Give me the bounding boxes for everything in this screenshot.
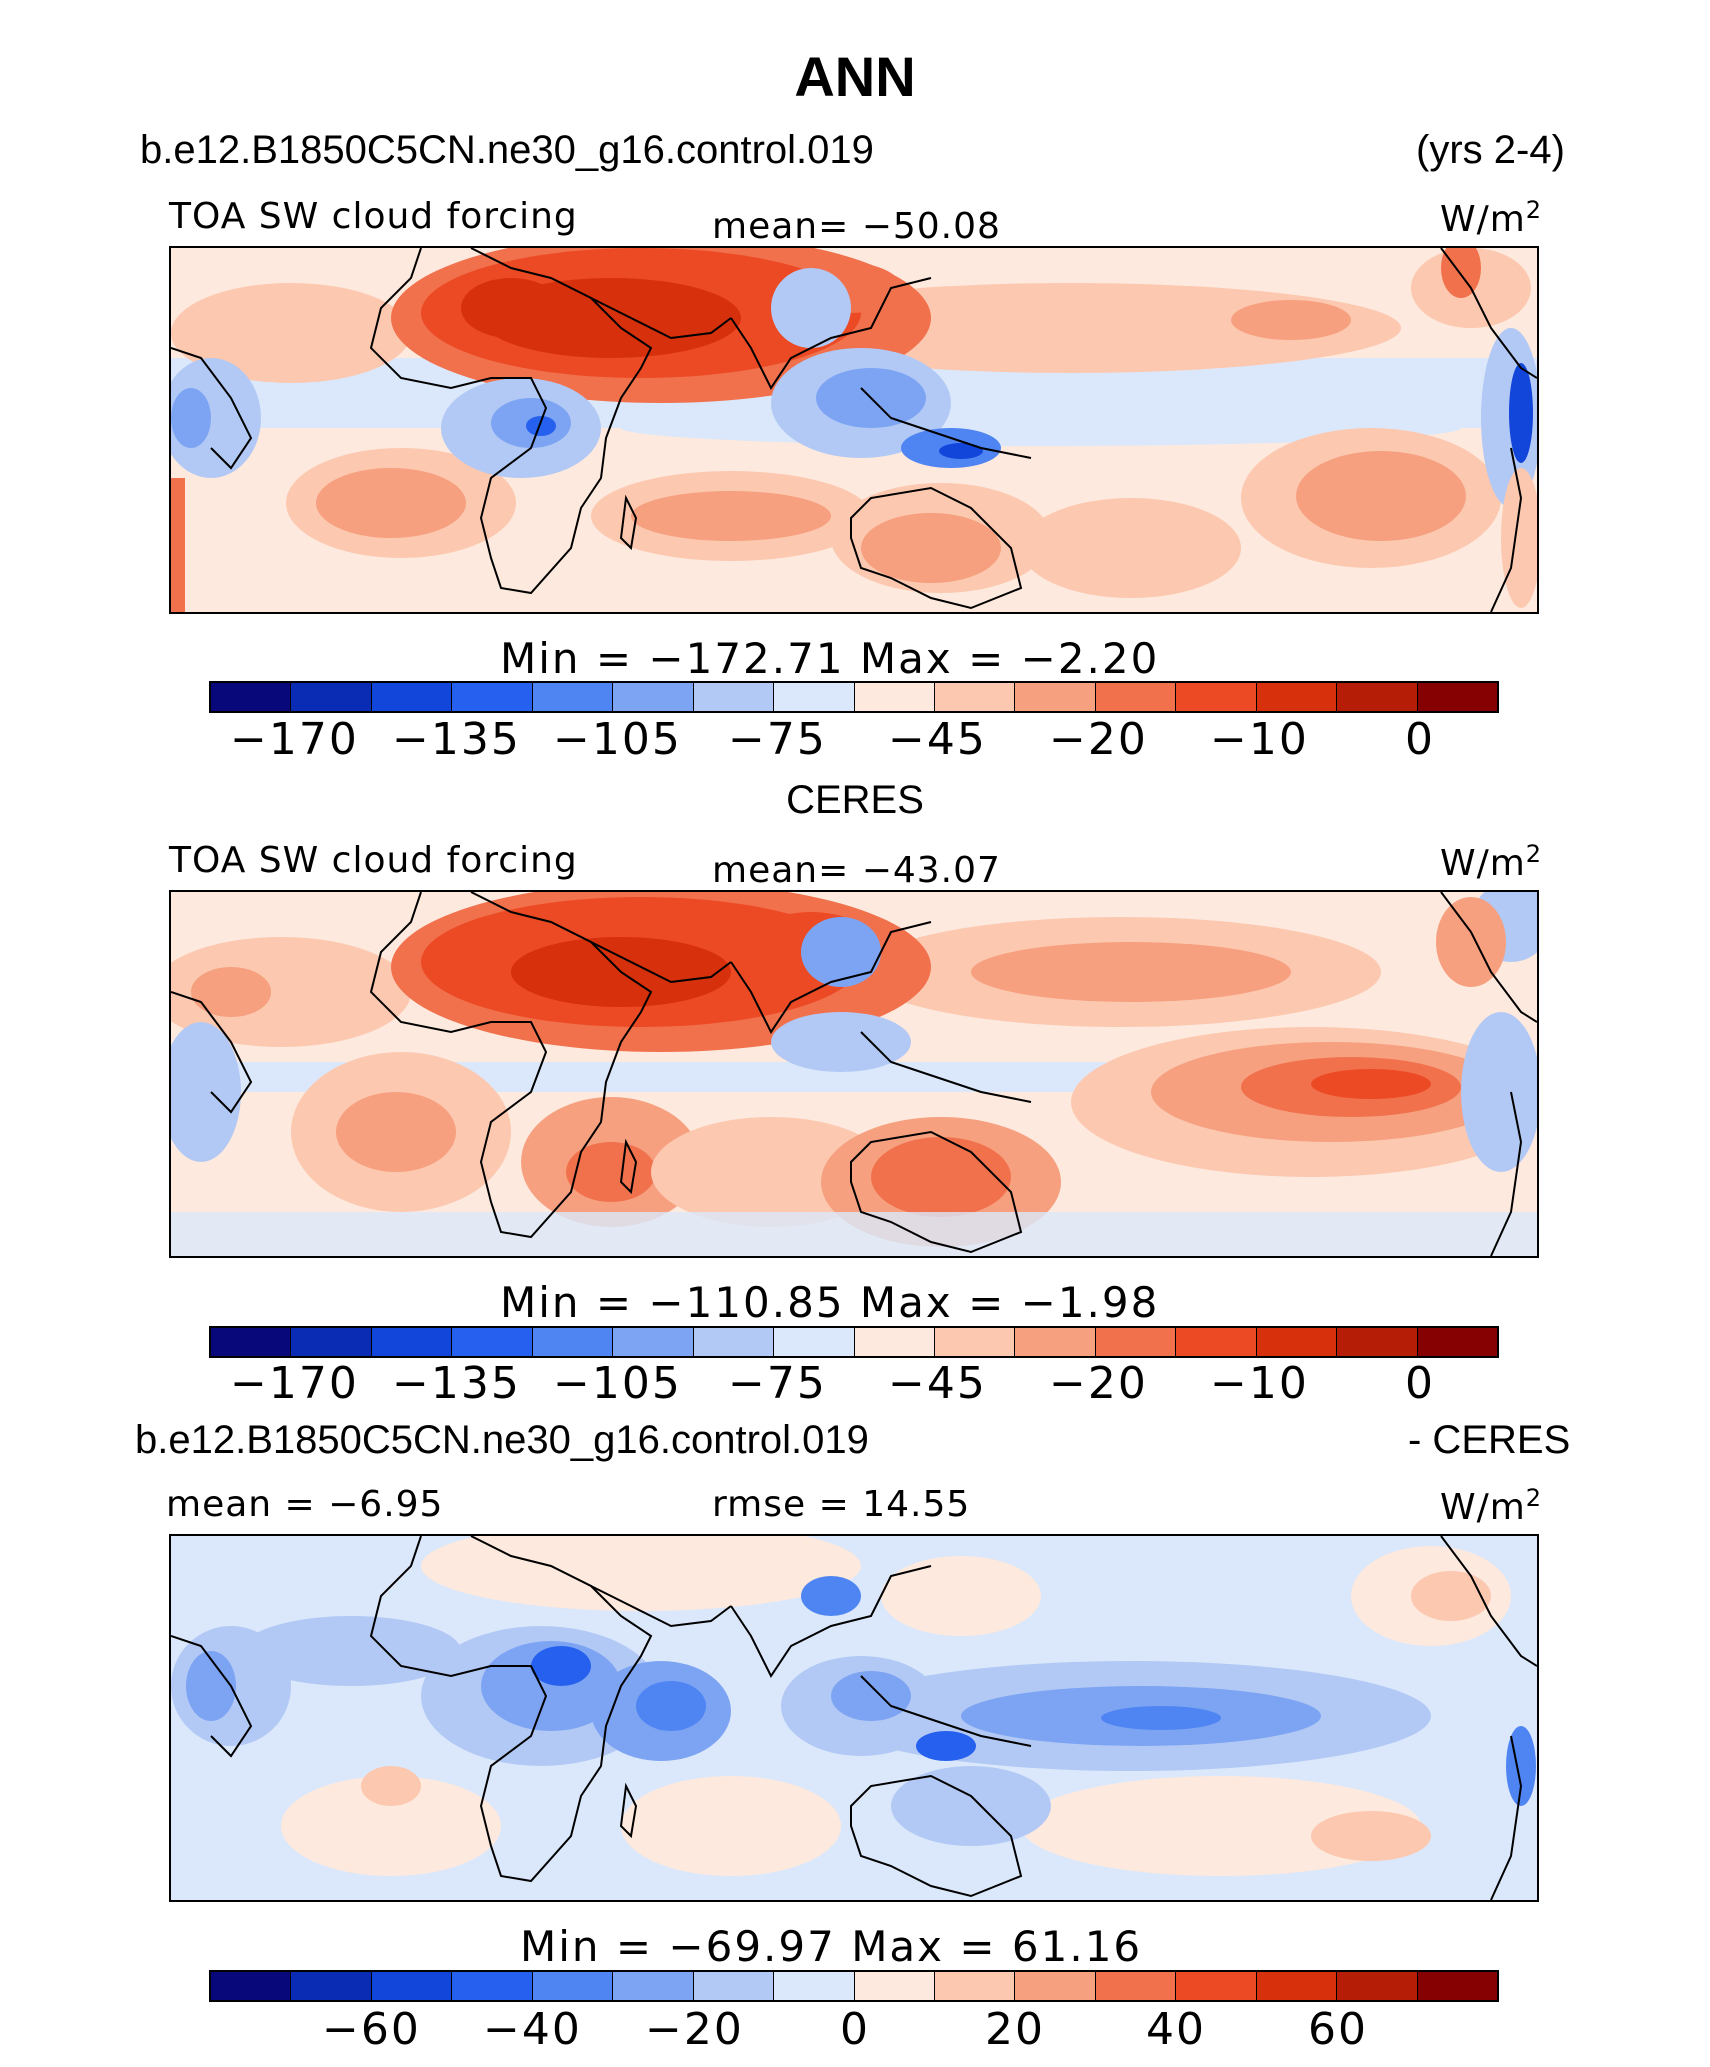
- panel2-map: [169, 890, 1539, 1258]
- colorbar-swatch: [1256, 1972, 1338, 2000]
- panel1-units: W/m2: [1440, 196, 1543, 240]
- colorbar-swatch: [1417, 1328, 1497, 1356]
- colorbar-tick: 0: [1405, 1358, 1435, 1409]
- colorbar-tick: 0: [1405, 714, 1435, 765]
- panel3-contour-field: [171, 1536, 1537, 1900]
- colorbar-tick: −105: [553, 1358, 682, 1409]
- panel2-minmax: Min = −110.85 Max = −1.98: [500, 1278, 1160, 1327]
- colorbar-swatch: [1095, 1972, 1177, 2000]
- colorbar-tick: −20: [1049, 714, 1148, 765]
- colorbar-swatch: [211, 683, 292, 711]
- colorbar-tick: −135: [392, 714, 521, 765]
- colorbar-swatch: [1337, 1972, 1418, 2000]
- colorbar-tick: −45: [888, 714, 987, 765]
- panel3-map: [169, 1534, 1539, 1902]
- colorbar-swatch: [291, 683, 372, 711]
- colorbar-tick: −135: [392, 1358, 521, 1409]
- colorbar-swatch: [1015, 683, 1096, 711]
- colorbar-swatch: [1417, 1972, 1497, 2000]
- panel2-units: W/m2: [1440, 840, 1543, 884]
- panel2-variable-label: TOA SW cloud forcing: [169, 840, 578, 881]
- colorbar-tick: −45: [888, 1358, 987, 1409]
- colorbar-swatch: [613, 1972, 694, 2000]
- colorbar-swatch: [211, 1972, 292, 2000]
- colorbar-swatch: [693, 683, 775, 711]
- colorbar-tick: −170: [230, 714, 359, 765]
- panel3-units: W/m2: [1440, 1484, 1543, 1528]
- colorbar-tick: 20: [985, 2004, 1045, 2055]
- colorbar-swatch: [1256, 683, 1338, 711]
- colorbar-swatch: [1176, 683, 1257, 711]
- colorbar-swatch: [693, 1972, 775, 2000]
- colorbar-swatch: [452, 683, 533, 711]
- colorbar-tick: −10: [1210, 1358, 1309, 1409]
- colorbar-tick: −170: [230, 1358, 359, 1409]
- panel2-caption: CERES: [786, 778, 924, 822]
- panel3-caption-left: b.e12.B1850C5CN.ne30_g16.control.019: [135, 1418, 869, 1462]
- colorbar-swatch: [211, 1328, 292, 1356]
- panel3-caption-right: - CERES: [1408, 1418, 1571, 1462]
- colorbar-swatch: [613, 1328, 694, 1356]
- panel1-mean: mean= −50.08: [712, 206, 1001, 247]
- colorbar-swatch: [774, 1328, 855, 1356]
- panel1-variable-label: TOA SW cloud forcing: [169, 196, 578, 237]
- colorbar-tick: −20: [1049, 1358, 1148, 1409]
- colorbar-swatch: [1095, 1328, 1177, 1356]
- colorbar-swatch: [452, 1972, 533, 2000]
- panel2-colorbar: [209, 1326, 1499, 1358]
- colorbar-swatch: [854, 1328, 935, 1356]
- colorbar-swatch: [854, 1972, 935, 2000]
- colorbar-tick: −20: [645, 2004, 744, 2055]
- colorbar-tick: 60: [1308, 2004, 1368, 2055]
- panel3-mean: mean = −6.95: [166, 1484, 444, 1525]
- panel1-map: [169, 246, 1539, 614]
- colorbar-tick: 40: [1146, 2004, 1206, 2055]
- case-name: b.e12.B1850C5CN.ne30_g16.control.019: [140, 128, 874, 172]
- colorbar-swatch: [934, 1972, 1016, 2000]
- colorbar-swatch: [532, 1328, 614, 1356]
- colorbar-swatch: [1176, 1328, 1257, 1356]
- colorbar-swatch: [854, 683, 935, 711]
- colorbar-tick: −105: [553, 714, 682, 765]
- colorbar-swatch: [532, 683, 614, 711]
- colorbar-swatch: [532, 1972, 614, 2000]
- panel3-colorbar: [209, 1970, 1499, 2002]
- colorbar-swatch: [774, 1972, 855, 2000]
- panel2-mean: mean= −43.07: [712, 850, 1001, 891]
- colorbar-swatch: [1417, 683, 1497, 711]
- plot-title: ANN: [794, 45, 916, 108]
- panel3-rmse: rmse = 14.55: [712, 1484, 971, 1525]
- colorbar-tick: 0: [840, 2004, 870, 2055]
- colorbar-swatch: [934, 683, 1016, 711]
- colorbar-tick: −75: [728, 714, 827, 765]
- colorbar-swatch: [1015, 1972, 1096, 2000]
- colorbar-swatch: [291, 1328, 372, 1356]
- panel1-minmax: Min = −172.71 Max = −2.20: [500, 634, 1160, 683]
- colorbar-tick: −40: [483, 2004, 582, 2055]
- colorbar-swatch: [1337, 1328, 1418, 1356]
- colorbar-swatch: [1176, 1972, 1257, 2000]
- colorbar-swatch: [613, 683, 694, 711]
- colorbar-swatch: [1256, 1328, 1338, 1356]
- panel2-contour-field: [171, 892, 1537, 1256]
- colorbar-swatch: [371, 1328, 453, 1356]
- colorbar-swatch: [1337, 683, 1418, 711]
- colorbar-swatch: [371, 1972, 453, 2000]
- panel1-contour-field: [171, 248, 1537, 612]
- years-label: (yrs 2-4): [1416, 128, 1565, 172]
- colorbar-tick: −10: [1210, 714, 1309, 765]
- colorbar-swatch: [1015, 1328, 1096, 1356]
- colorbar-swatch: [371, 683, 453, 711]
- panel3-minmax: Min = −69.97 Max = 61.16: [520, 1922, 1143, 1971]
- colorbar-swatch: [774, 683, 855, 711]
- colorbar-swatch: [693, 1328, 775, 1356]
- colorbar-swatch: [291, 1972, 372, 2000]
- colorbar-swatch: [452, 1328, 533, 1356]
- colorbar-swatch: [934, 1328, 1016, 1356]
- panel1-colorbar: [209, 681, 1499, 713]
- colorbar-tick: −75: [728, 1358, 827, 1409]
- colorbar-tick: −60: [322, 2004, 421, 2055]
- colorbar-swatch: [1095, 683, 1177, 711]
